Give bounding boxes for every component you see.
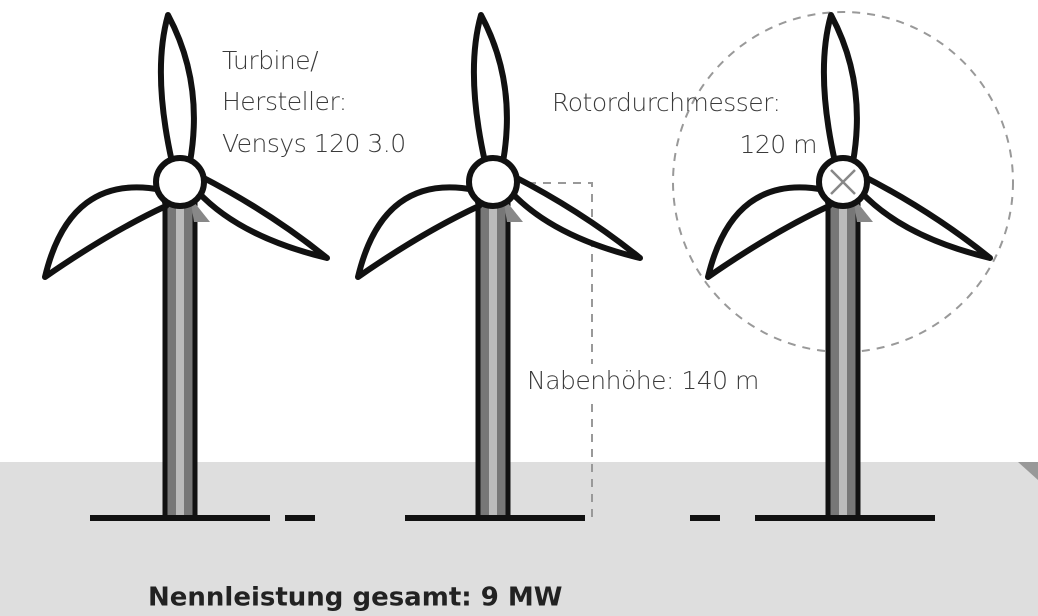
hub-height-guide: [528, 182, 593, 518]
rotor-label: Rotordurchmesser:: [552, 88, 780, 117]
total-power: Nennleistung gesamt: 9 MW: [148, 583, 562, 613]
hub-cross: [830, 169, 856, 195]
rotor-circle: [672, 11, 1014, 353]
label-bg: [524, 364, 800, 402]
turbine-label: Turbine/: [222, 46, 319, 75]
hub-height-label: Nabenhöhe: 140 m: [527, 366, 759, 395]
turbine-label: Hersteller:: [222, 87, 347, 116]
corner: [1018, 462, 1038, 480]
rotor-value: 120 m: [739, 130, 817, 159]
turbine-label: Vensys 120 3.0: [222, 129, 406, 158]
